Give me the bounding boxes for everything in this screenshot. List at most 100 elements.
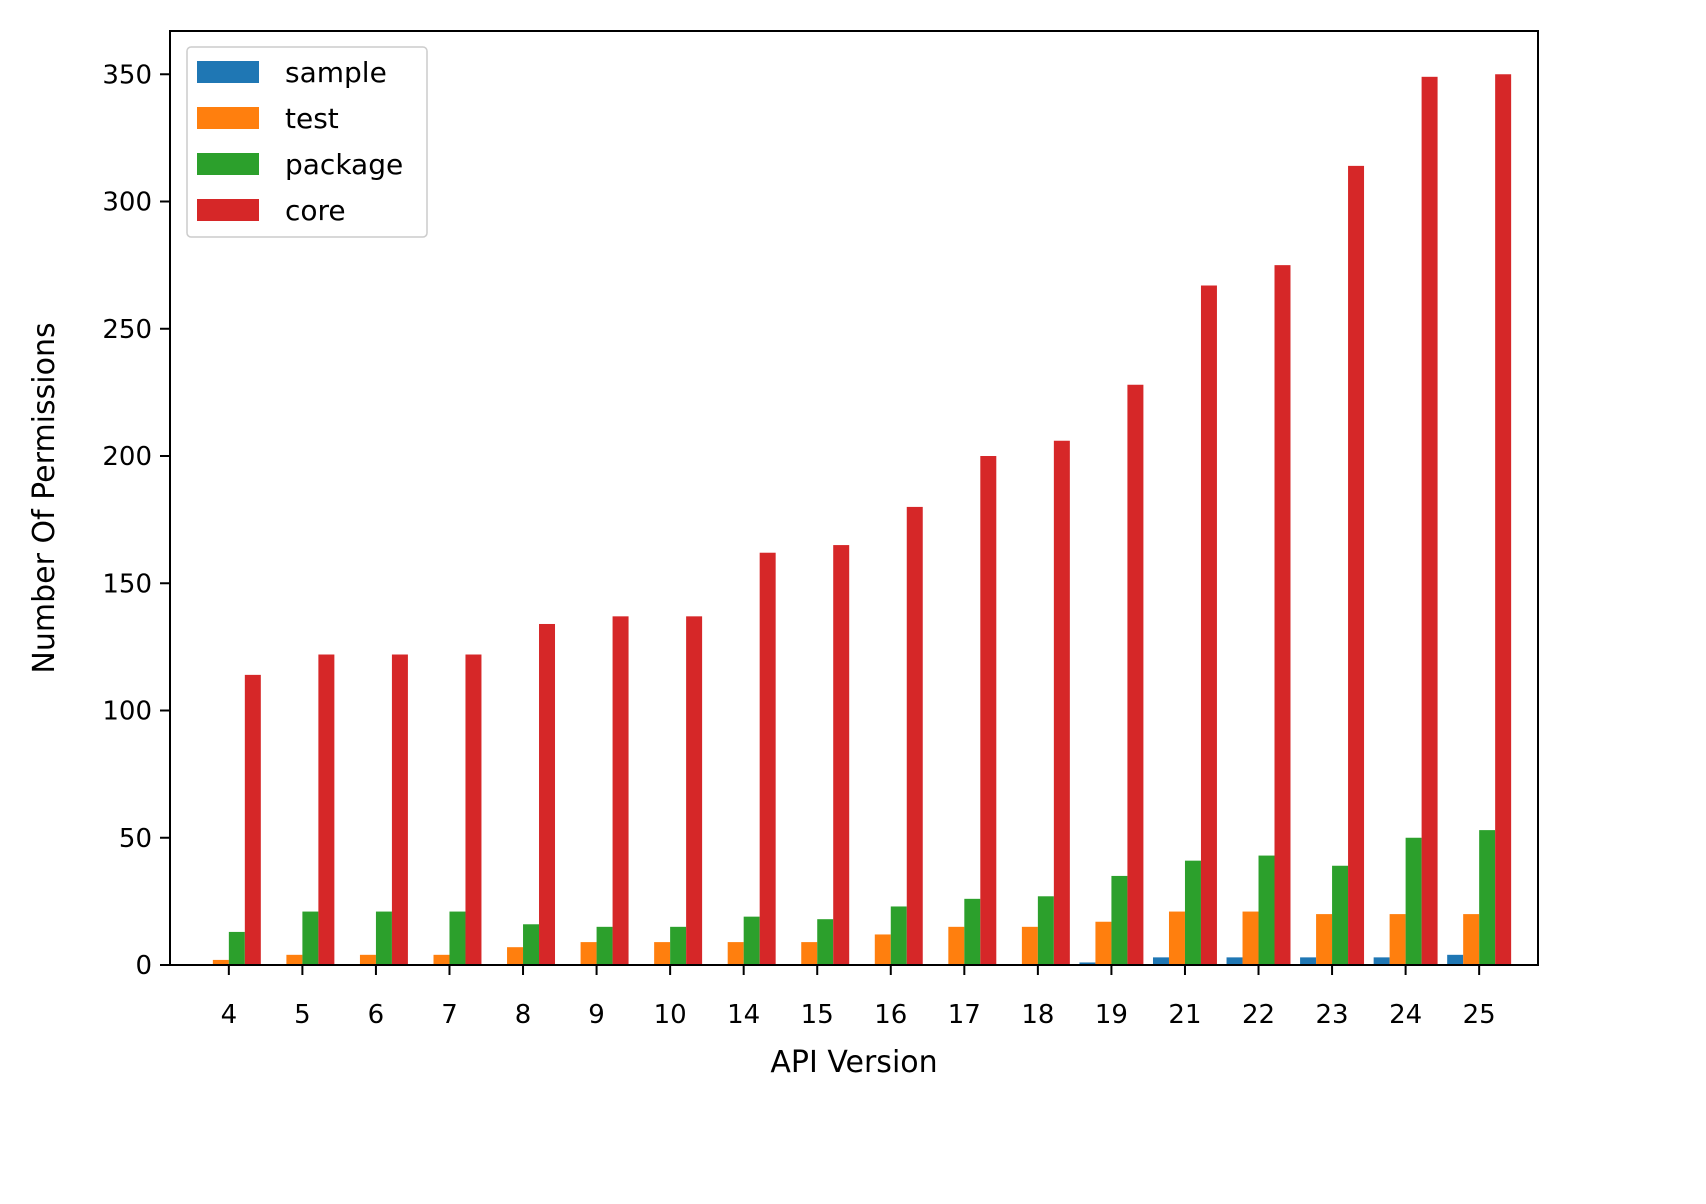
bar-package-23 — [1332, 865, 1349, 965]
bar-test-16 — [874, 934, 891, 965]
bar-package-16 — [890, 906, 907, 965]
bar-package-10 — [670, 926, 687, 965]
x-tick-label: 10 — [654, 1000, 687, 1030]
bar-test-9 — [580, 942, 597, 965]
x-tick-label: 5 — [294, 1000, 311, 1030]
bar-core-6 — [391, 654, 408, 965]
x-tick-label: 22 — [1242, 1000, 1275, 1030]
x-tick-label: 8 — [515, 1000, 532, 1030]
bar-package-25 — [1479, 830, 1496, 965]
bar-package-9 — [596, 926, 613, 965]
legend-swatch-sample — [197, 61, 259, 83]
bar-core-21 — [1200, 285, 1217, 965]
bar-core-23 — [1348, 165, 1365, 965]
legend-label-package: package — [285, 148, 403, 181]
x-tick-label: 19 — [1095, 1000, 1128, 1030]
bar-package-14 — [743, 916, 760, 965]
bar-core-4 — [244, 674, 261, 965]
x-tick-label: 21 — [1168, 1000, 1201, 1030]
legend-swatch-core — [197, 199, 259, 221]
bar-sample-22 — [1226, 957, 1243, 965]
bar-test-23 — [1316, 914, 1333, 965]
y-tick-label: 250 — [102, 315, 152, 345]
x-tick-label: 17 — [948, 1000, 981, 1030]
bar-core-9 — [612, 616, 629, 965]
bar-package-8 — [523, 924, 540, 965]
bar-core-24 — [1421, 76, 1438, 965]
bar-package-24 — [1405, 837, 1422, 965]
y-tick-label: 150 — [102, 569, 152, 599]
bar-sample-21 — [1152, 957, 1169, 965]
bar-test-21 — [1168, 911, 1185, 965]
x-tick-label: 23 — [1316, 1000, 1349, 1030]
bar-core-22 — [1274, 265, 1291, 965]
x-tick-label: 9 — [588, 1000, 605, 1030]
bar-sample-24 — [1373, 957, 1390, 965]
bar-test-19 — [1095, 921, 1112, 965]
bar-test-8 — [507, 947, 524, 965]
bar-package-6 — [375, 911, 392, 965]
bar-package-7 — [449, 911, 466, 965]
y-tick-label: 50 — [119, 824, 152, 854]
bar-core-25 — [1495, 74, 1512, 965]
y-axis-ticks: 0 50 100 150 200 250 300 350 — [102, 60, 170, 981]
bar-core-5 — [318, 654, 335, 965]
legend-label-sample: sample — [285, 56, 387, 89]
bars-group — [212, 74, 1512, 965]
y-tick-label: 200 — [102, 442, 152, 472]
bar-package-22 — [1258, 855, 1275, 965]
bar-core-14 — [759, 552, 776, 965]
bar-core-15 — [833, 545, 850, 965]
x-tick-label: 25 — [1463, 1000, 1496, 1030]
bar-test-10 — [654, 942, 671, 965]
y-axis-label: Number Of Permissions — [27, 322, 62, 673]
x-tick-label: 4 — [221, 1000, 238, 1030]
bar-core-17 — [980, 456, 997, 965]
x-tick-label: 16 — [874, 1000, 907, 1030]
plot-frame — [169, 30, 1539, 966]
bar-test-17 — [948, 926, 965, 965]
bar-package-17 — [964, 898, 981, 965]
bar-package-5 — [302, 911, 319, 965]
y-tick-label: 0 — [135, 951, 152, 981]
y-tick-label: 100 — [102, 697, 152, 727]
x-tick-label: 14 — [727, 1000, 760, 1030]
bar-core-7 — [465, 654, 482, 965]
legend-swatch-package — [197, 153, 259, 175]
legend-label-core: core — [285, 194, 346, 227]
legend-label-test: test — [285, 102, 339, 135]
bar-sample-19 — [1079, 962, 1096, 965]
x-axis-ticks: 4 5 6 7 8 9 10 14 15 16 17 18 19 21 22 23 24 25 — [221, 965, 1496, 1030]
bar-package-21 — [1184, 860, 1201, 965]
bar-test-22 — [1242, 911, 1259, 965]
bar-core-19 — [1127, 384, 1144, 965]
bar-test-18 — [1021, 926, 1038, 965]
bar-test-7 — [433, 954, 450, 965]
x-axis-label: API Version — [770, 1045, 937, 1080]
legend: sample test package core — [186, 46, 428, 238]
x-tick-label: 7 — [441, 1000, 458, 1030]
x-tick-label: 15 — [801, 1000, 834, 1030]
bar-package-19 — [1111, 875, 1128, 965]
bar-test-6 — [359, 954, 376, 965]
bar-test-14 — [727, 942, 744, 965]
bar-test-5 — [286, 954, 303, 965]
bar-core-18 — [1053, 440, 1070, 965]
bar-core-8 — [539, 623, 556, 965]
x-tick-label: 24 — [1389, 1000, 1422, 1030]
bar-package-18 — [1037, 896, 1054, 965]
bar-package-4 — [228, 931, 245, 965]
bar-core-10 — [686, 616, 703, 965]
bar-test-4 — [212, 959, 229, 965]
x-tick-label: 6 — [368, 1000, 385, 1030]
bar-sample-25 — [1447, 954, 1464, 965]
x-tick-label: 18 — [1021, 1000, 1054, 1030]
bar-package-15 — [817, 919, 834, 965]
bar-test-25 — [1463, 914, 1480, 965]
bar-sample-23 — [1300, 957, 1317, 965]
bar-test-24 — [1389, 914, 1406, 965]
bar-test-15 — [801, 942, 818, 965]
bar-core-16 — [906, 506, 923, 965]
y-tick-label: 350 — [102, 60, 152, 90]
